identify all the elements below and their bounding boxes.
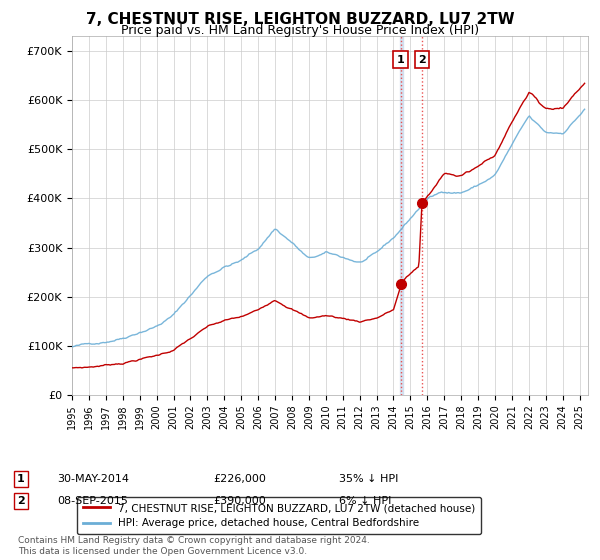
Text: 35% ↓ HPI: 35% ↓ HPI	[339, 474, 398, 484]
Text: 08-SEP-2015: 08-SEP-2015	[57, 496, 128, 506]
Legend: 7, CHESTNUT RISE, LEIGHTON BUZZARD, LU7 2TW (detached house), HPI: Average price: 7, CHESTNUT RISE, LEIGHTON BUZZARD, LU7 …	[77, 497, 481, 534]
Text: 30-MAY-2014: 30-MAY-2014	[57, 474, 129, 484]
Text: 1: 1	[397, 55, 404, 65]
Text: 6% ↓ HPI: 6% ↓ HPI	[339, 496, 391, 506]
Text: 2: 2	[418, 55, 426, 65]
Text: 7, CHESTNUT RISE, LEIGHTON BUZZARD, LU7 2TW: 7, CHESTNUT RISE, LEIGHTON BUZZARD, LU7 …	[86, 12, 514, 27]
Text: £226,000: £226,000	[213, 474, 266, 484]
Text: Contains HM Land Registry data © Crown copyright and database right 2024.
This d: Contains HM Land Registry data © Crown c…	[18, 536, 370, 556]
Bar	[400, 36, 403, 395]
Text: £390,000: £390,000	[213, 496, 266, 506]
Text: Price paid vs. HM Land Registry's House Price Index (HPI): Price paid vs. HM Land Registry's House …	[121, 24, 479, 37]
Text: 2: 2	[17, 496, 25, 506]
Text: 1: 1	[17, 474, 25, 484]
